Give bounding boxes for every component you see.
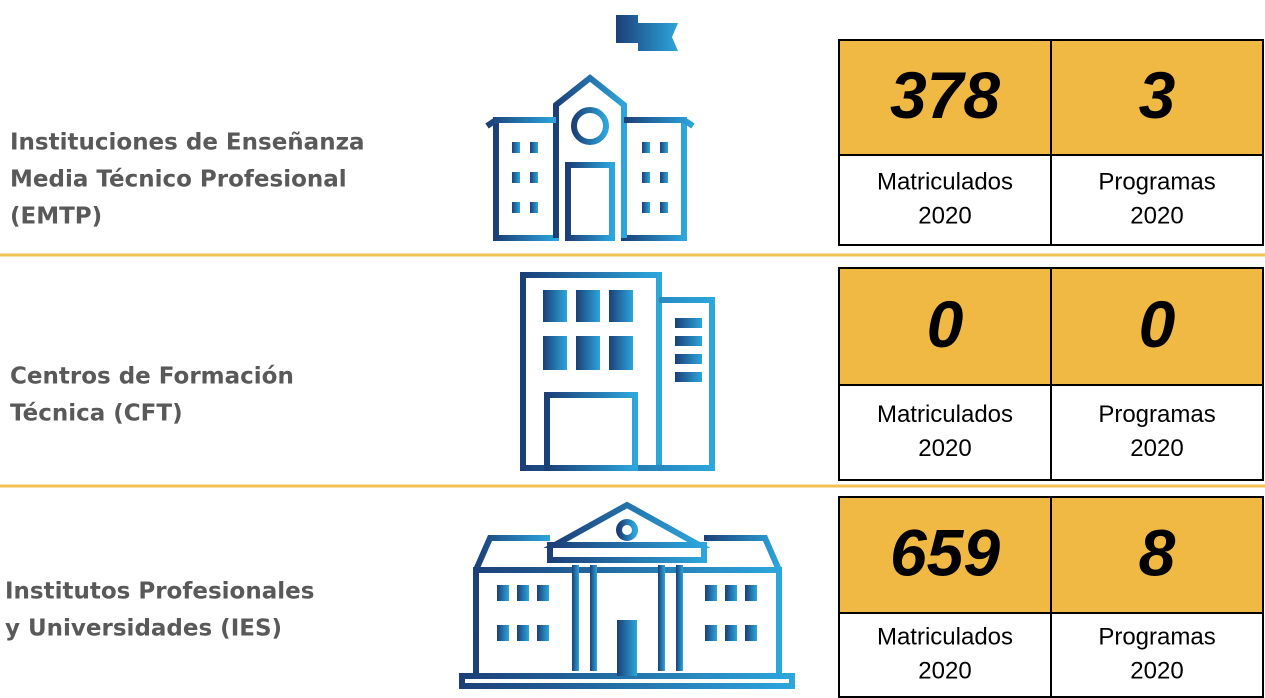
- stat-label: Programas: [1098, 401, 1215, 428]
- stat-value-cell: [1050, 267, 1264, 386]
- stat-year: 2020: [1130, 202, 1183, 229]
- school-icon: [485, 15, 695, 241]
- row-label: Media Técnico Profesional: [10, 167, 347, 193]
- row-label: Instituciones de Enseñanza: [10, 130, 364, 156]
- stat-value: 3: [1139, 58, 1176, 132]
- stat-label: Matriculados: [877, 168, 1013, 195]
- stat-value: 8: [1139, 515, 1176, 589]
- stat-value: 659: [890, 515, 1000, 589]
- stat-value-cell: [838, 267, 1052, 386]
- stat-year: 2020: [1130, 435, 1183, 462]
- stat-label-cell: [838, 154, 1052, 246]
- stat-value: 0: [927, 287, 964, 361]
- stat-label: Programas: [1098, 168, 1215, 195]
- row-label: Institutos Profesionales: [5, 579, 314, 605]
- stat-label: Programas: [1098, 623, 1215, 650]
- building-icon: [520, 272, 715, 471]
- row-label: (EMTP): [10, 204, 102, 230]
- stat-label: Matriculados: [877, 401, 1013, 428]
- stat-label: Matriculados: [877, 623, 1013, 650]
- stat-value: 378: [890, 58, 1000, 132]
- row-label: Técnica (CFT): [10, 401, 183, 427]
- stat-value-cell: [838, 496, 1052, 614]
- university-icon: [459, 501, 795, 689]
- stat-value-cell: [1050, 496, 1264, 614]
- stat-label-cell: [1050, 384, 1264, 481]
- stat-year: 2020: [918, 657, 971, 684]
- stat-label-cell: [838, 384, 1052, 481]
- stat-value: 0: [1139, 287, 1176, 361]
- row-label: y Universidades (IES): [5, 616, 282, 642]
- stat-label-cell: [838, 612, 1052, 698]
- stat-label-cell: [1050, 154, 1264, 246]
- stat-year: 2020: [918, 435, 971, 462]
- row-label: Centros de Formación: [10, 364, 294, 390]
- stat-year: 2020: [918, 202, 971, 229]
- stat-label-cell: [1050, 612, 1264, 698]
- stat-year: 2020: [1130, 657, 1183, 684]
